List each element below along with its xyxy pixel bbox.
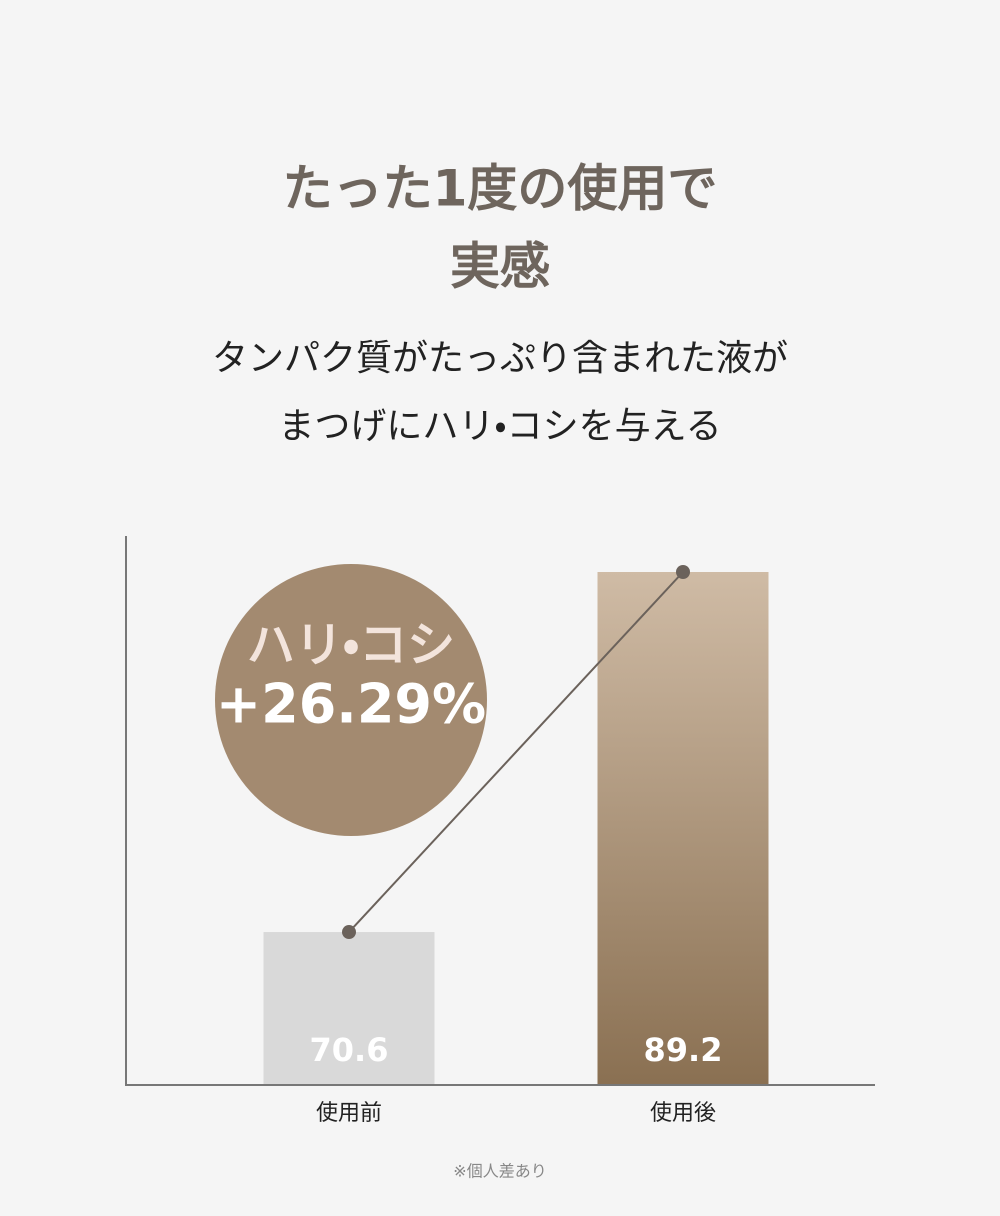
bar (263, 932, 435, 1084)
point (342, 925, 356, 940)
x-tick-label: 使用前 (316, 1101, 382, 1126)
overlay: 70.6 89.2 (310, 565, 723, 1069)
x-tick-label: 使用後 (650, 1101, 716, 1126)
point (676, 565, 690, 580)
value-label: 89.2 (644, 1031, 723, 1069)
subtitle: タンパク質がたっぷり含まれた液が (212, 338, 788, 379)
badge-label: ハリ・コシ (247, 617, 455, 673)
connector-line (348, 571, 684, 933)
value-label: 70.6 (310, 1031, 389, 1069)
title: たった1度の使用で (283, 160, 718, 218)
badge-value: +26.29% (216, 673, 486, 736)
subtitle: まつげにハリ・コシを与える (278, 406, 721, 447)
bars (263, 572, 769, 1084)
title: 実感 (450, 238, 550, 296)
note: ※個人差あり (453, 1162, 546, 1181)
badge-circle (215, 564, 487, 836)
bar (597, 572, 769, 1084)
